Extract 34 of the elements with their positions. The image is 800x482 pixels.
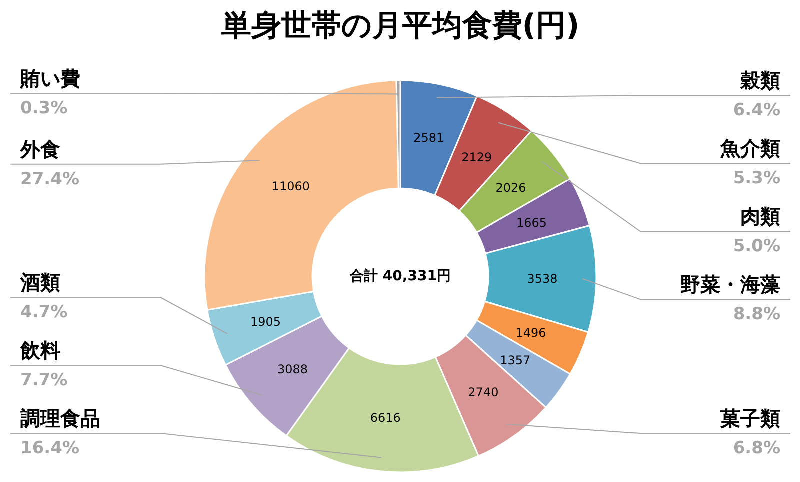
- data-label: 3088: [278, 362, 308, 377]
- slice-label: 飲料: [20, 338, 60, 362]
- slice-label: 魚介類: [720, 136, 780, 161]
- slice-label: 野菜・海藻: [680, 272, 780, 297]
- text: 6.8%: [733, 438, 781, 458]
- slice-label: 調理食品: [20, 406, 100, 430]
- chart-title: 単身世帯の月平均食費(円): [221, 8, 580, 44]
- text: 5.0%: [733, 236, 781, 257]
- text: 0.3%: [20, 98, 68, 118]
- slice-label: 賄い費: [20, 66, 80, 90]
- data-label: 6616: [370, 411, 401, 426]
- data-label: 2129: [462, 150, 492, 164]
- data-label: 1665: [516, 216, 548, 230]
- text: 8.8%: [733, 304, 781, 325]
- text: 5.3%: [733, 168, 781, 189]
- data-label: 2026: [496, 180, 526, 195]
- text: 27.4%: [20, 169, 80, 190]
- data-label: 1496: [516, 326, 546, 340]
- data-label: 2581: [414, 130, 444, 145]
- text: 4.7%: [20, 302, 68, 322]
- data-label: 3538: [527, 272, 558, 286]
- data-label: 2740: [468, 385, 499, 400]
- slice-label: 外食: [20, 137, 60, 162]
- slice-label: 菓子類: [720, 406, 780, 430]
- text: 7.7%: [20, 370, 68, 390]
- text: 6.4%: [733, 100, 781, 121]
- slice-label: 穀類: [740, 68, 780, 93]
- data-label: 1905: [250, 314, 282, 329]
- text: 16.4%: [20, 438, 80, 458]
- text: 合計 40,331円: [349, 268, 451, 284]
- slice-label: 肉類: [740, 204, 780, 229]
- data-label: 11060: [272, 180, 310, 194]
- slice-label: 酒類: [20, 270, 60, 294]
- data-label: 1357: [500, 353, 531, 368]
